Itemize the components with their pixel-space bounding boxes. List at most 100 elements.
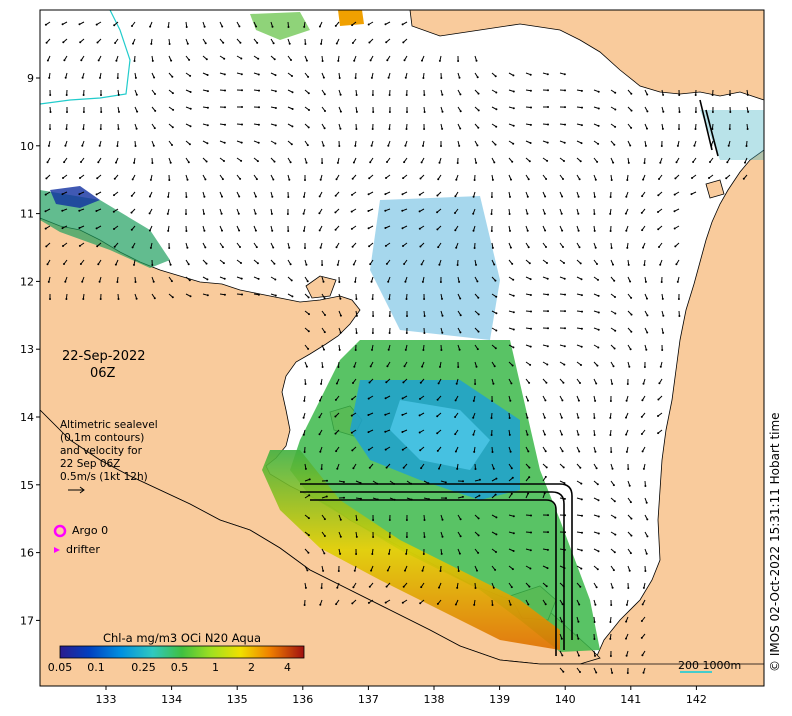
velocity-arrow-head: [352, 382, 354, 384]
velocity-arrow-head: [404, 348, 407, 351]
velocity-arrow-head: [612, 263, 614, 266]
velocity-arrow-head: [564, 106, 566, 109]
velocity-arrow-head: [508, 417, 511, 419]
colorbar-tick-label: 4: [284, 661, 291, 674]
velocity-arrow-head: [711, 111, 714, 113]
velocity-arrow-head: [291, 108, 294, 110]
velocity-arrow-head: [421, 365, 424, 368]
velocity-arrow-head: [580, 142, 583, 145]
velocity-arrow-head: [512, 311, 515, 314]
velocity-arrow-head: [418, 431, 421, 434]
velocity-arrow-head: [444, 481, 447, 484]
velocity-arrow-head: [627, 161, 630, 164]
velocity-arrow-head: [403, 161, 406, 164]
velocity-arrow-head: [490, 196, 493, 198]
velocity-arrow-head: [367, 193, 370, 196]
velocity-arrow-head: [185, 196, 188, 198]
velocity-arrow-head: [580, 89, 583, 92]
velocity-arrow-head: [529, 89, 532, 92]
velocity-arrow-head: [694, 111, 697, 113]
velocity-arrow-head: [393, 482, 396, 485]
velocity-arrow-head: [658, 246, 660, 248]
velocity-arrow-head: [544, 603, 547, 606]
velocity-arrow-head: [64, 280, 67, 283]
velocity-arrow-head: [306, 144, 309, 147]
velocity-arrow-head: [725, 177, 728, 180]
velocity-arrow-head: [100, 111, 103, 113]
velocity-arrow-head: [526, 229, 529, 232]
velocity-arrow-head: [318, 25, 321, 28]
velocity-arrow-head: [96, 41, 99, 44]
velocity-arrow-head: [305, 161, 308, 164]
velocity-arrow-head: [302, 416, 305, 419]
velocity-arrow-head: [385, 466, 388, 469]
velocity-arrow-head: [151, 162, 154, 164]
velocity-arrow-head: [308, 109, 310, 111]
velocity-arrow-head: [564, 293, 566, 296]
velocity-arrow-head: [306, 280, 309, 283]
velocity-arrow-head: [511, 476, 514, 479]
velocity-arrow-head: [493, 263, 496, 266]
velocity-arrow-head: [325, 495, 328, 498]
velocity-arrow-head: [256, 262, 259, 265]
velocity-arrow-head: [545, 178, 548, 180]
velocity-arrow-head: [441, 535, 444, 538]
velocity-arrow-head: [273, 262, 276, 265]
velocity-arrow-head: [205, 58, 208, 61]
velocity-arrow-head: [455, 178, 458, 181]
velocity-arrow-head: [291, 75, 293, 77]
velocity-arrow-head: [545, 585, 548, 588]
velocity-arrow-head: [188, 279, 191, 282]
velocity-arrow-head: [319, 399, 321, 402]
velocity-arrow-head: [116, 145, 119, 147]
velocity-arrow-head: [338, 77, 341, 79]
velocity-arrow-head: [401, 413, 404, 416]
velocity-arrow-head: [288, 42, 291, 45]
velocity-arrow-head: [455, 382, 458, 385]
velocity-arrow-head: [490, 417, 493, 419]
velocity-arrow-head: [436, 449, 439, 452]
velocity-arrow-head: [351, 398, 354, 401]
velocity-arrow-head: [597, 532, 600, 535]
velocity-arrow-head: [384, 193, 387, 196]
velocity-arrow-head: [609, 196, 612, 198]
velocity-arrow-head: [402, 41, 405, 44]
velocity-arrow-head: [274, 124, 277, 127]
velocity-arrow-head: [97, 161, 100, 164]
velocity-arrow-head: [240, 73, 243, 76]
velocity-arrow-head: [369, 263, 372, 266]
legend-line: and velocity for: [60, 445, 142, 457]
velocity-arrow-head: [404, 569, 406, 572]
velocity-arrow-head: [319, 450, 322, 453]
velocity-arrow-head: [436, 194, 439, 197]
velocity-arrow-head: [367, 227, 370, 230]
velocity-arrow-head: [61, 193, 64, 196]
velocity-arrow-head: [547, 89, 549, 92]
velocity-arrow-head: [476, 280, 479, 283]
velocity-arrow-head: [594, 654, 596, 657]
velocity-arrow-head: [594, 399, 597, 402]
velocity-arrow-head: [206, 294, 209, 297]
velocity-arrow-head: [546, 548, 549, 551]
velocity-arrow-head: [239, 177, 242, 180]
velocity-arrow-head: [403, 365, 406, 368]
velocity-arrow-head: [441, 93, 444, 96]
velocity-arrow-head: [711, 94, 714, 96]
velocity-arrow-head: [47, 144, 50, 147]
velocity-arrow-head: [241, 293, 243, 296]
velocity-arrow-head: [337, 366, 340, 368]
velocity-arrow-head: [385, 41, 388, 44]
velocity-arrow-head: [657, 194, 660, 197]
velocity-arrow-head: [530, 514, 532, 517]
velocity-arrow-head: [271, 229, 274, 232]
x-tick-label: 142: [686, 693, 707, 706]
velocity-arrow-head: [187, 263, 190, 266]
velocity-arrow-head: [527, 178, 530, 181]
velocity-arrow-head: [290, 143, 293, 146]
velocity-arrow-head: [149, 25, 152, 28]
velocity-arrow-head: [423, 315, 426, 317]
velocity-arrow-head: [46, 59, 49, 62]
velocity-arrow-head: [206, 106, 209, 109]
strong-current-lines: [300, 99, 719, 656]
velocity-arrow-head: [224, 106, 226, 109]
